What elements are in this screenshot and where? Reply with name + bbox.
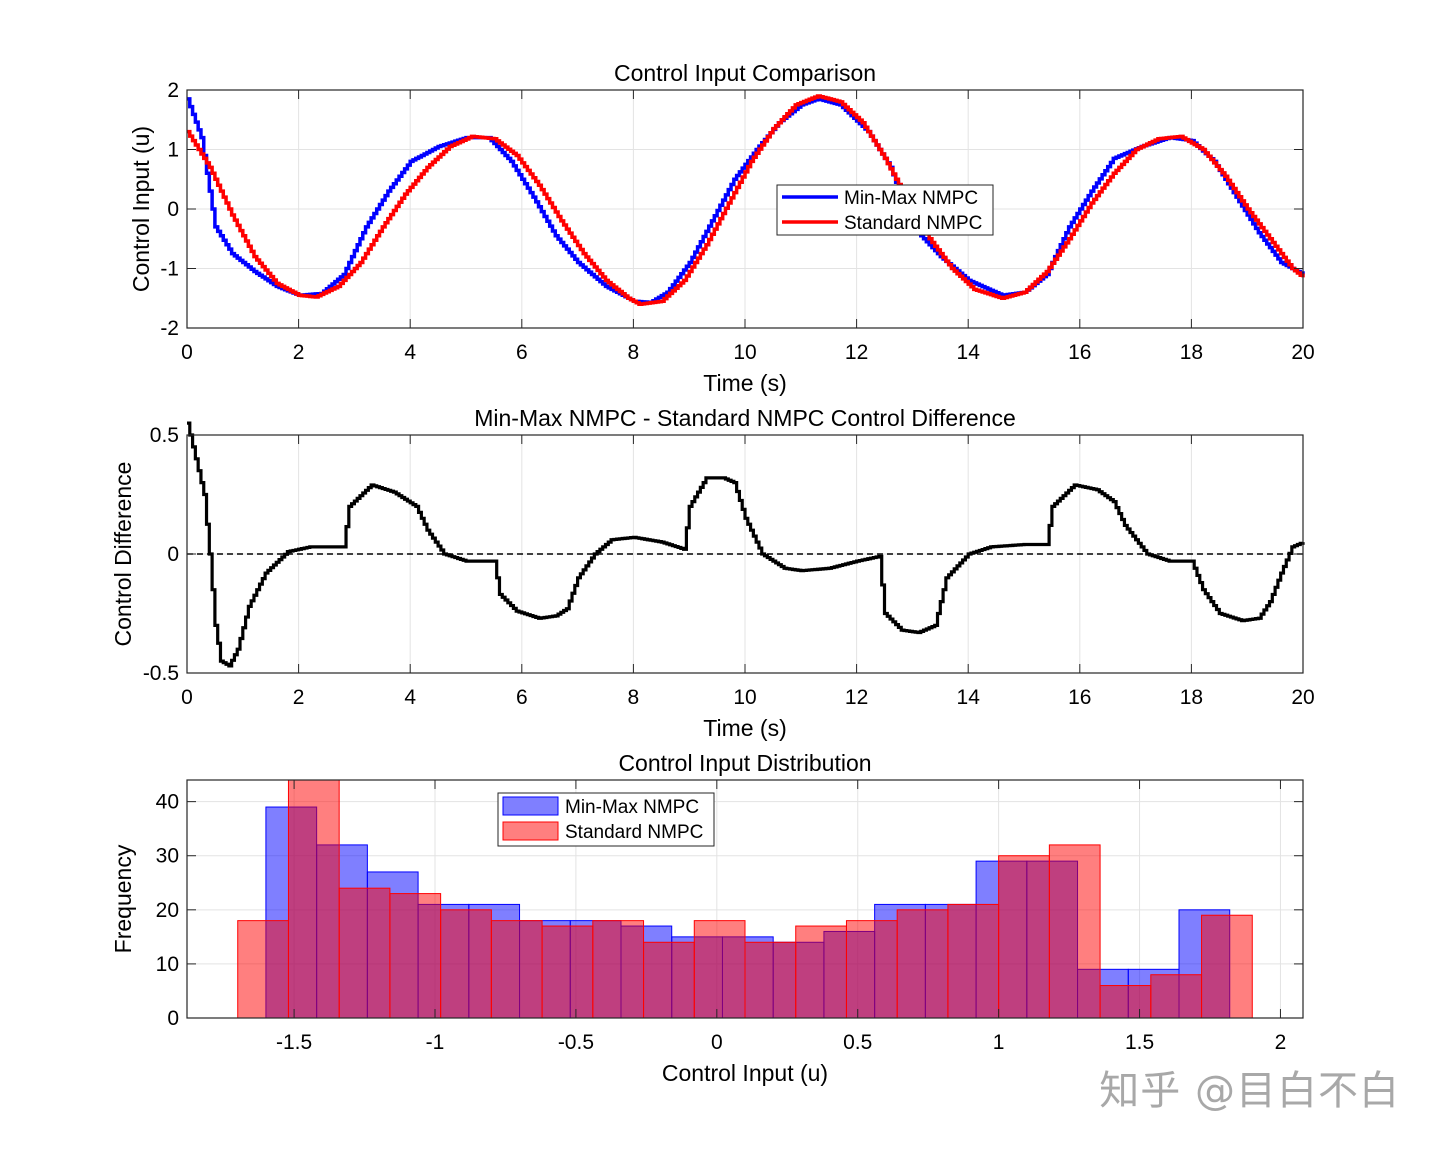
y-axis-label-1: Control Difference <box>110 462 136 647</box>
y-tick-label: 30 <box>156 845 179 868</box>
x-tick-label: 0 <box>181 341 193 364</box>
x-tick-label: -0.5 <box>558 1031 594 1054</box>
series-line-min-max-nmpc <box>187 97 1305 305</box>
y-tick-label: -2 <box>160 317 179 340</box>
x-tick-label: 16 <box>1068 686 1091 709</box>
x-tick-label: 4 <box>404 341 416 364</box>
chart-title-2: Control Input Distribution <box>618 750 871 776</box>
histogram-bar <box>1099 985 1152 1018</box>
y-tick-label: 20 <box>156 899 179 922</box>
histogram-bar <box>592 920 645 1018</box>
histogram-bar <box>1048 844 1101 1018</box>
histogram-bar <box>440 909 492 1018</box>
series-line-difference <box>187 421 1305 668</box>
x-tick-label: 8 <box>628 341 640 364</box>
y-tick-label: 2 <box>167 79 179 102</box>
histogram-bar <box>693 920 746 1018</box>
y-tick-label: 10 <box>156 953 179 976</box>
y-tick-label: 0 <box>167 543 179 566</box>
x-tick-label: 2 <box>1275 1031 1287 1054</box>
x-tick-label: 8 <box>628 686 640 709</box>
histogram-bar <box>541 925 594 1018</box>
y-tick-label: 0.5 <box>150 424 179 447</box>
chart-title-1: Min-Max NMPC - Standard NMPC Control Dif… <box>474 405 1016 431</box>
chart-title-0: Control Input Comparison <box>614 60 876 86</box>
x-tick-label: 14 <box>957 686 981 709</box>
legend-box <box>776 184 994 236</box>
x-tick-label: 2 <box>293 686 305 709</box>
histogram-bar <box>490 920 543 1018</box>
x-axis-label-1: Time (s) <box>703 715 786 741</box>
legend-2: Min-Max NMPC Standard NMPC <box>497 792 715 847</box>
x-tick-label: -1.5 <box>276 1031 312 1054</box>
x-tick-label: 0.5 <box>843 1031 872 1054</box>
y-axis-label-0: Control Input (u) <box>128 126 154 292</box>
legend-label: Min-Max NMPC <box>844 188 978 209</box>
x-tick-label: 12 <box>845 341 868 364</box>
y-tick-label: -1 <box>160 258 179 281</box>
x-tick-label: 10 <box>733 686 756 709</box>
legend-swatch <box>502 821 559 841</box>
histogram-bar <box>998 855 1050 1018</box>
histogram-bar <box>643 941 695 1018</box>
x-axis-label-0: Time (s) <box>703 370 786 396</box>
x-tick-label: 0 <box>181 686 193 709</box>
histogram-bar <box>287 780 340 1018</box>
histogram-bar <box>338 887 391 1018</box>
x-tick-label: 6 <box>516 686 528 709</box>
histogram-bar <box>744 941 797 1018</box>
x-tick-label: 14 <box>957 341 981 364</box>
x-tick-label: 12 <box>845 686 868 709</box>
x-tick-label: 18 <box>1180 686 1203 709</box>
x-tick-label: 20 <box>1291 341 1314 364</box>
histogram-bar <box>947 903 1000 1018</box>
histogram-bar <box>845 920 898 1018</box>
bars-standard-nmpc <box>237 780 1253 1018</box>
legend-label: Min-Max NMPC <box>565 797 699 818</box>
histogram-bar <box>1150 974 1203 1018</box>
legend-0: Min-Max NMPC Standard NMPC <box>776 184 994 236</box>
legend-label: Standard NMPC <box>844 213 982 234</box>
x-tick-label: 1 <box>993 1031 1005 1054</box>
histogram-bar <box>795 925 847 1018</box>
x-tick-label: 4 <box>404 686 416 709</box>
axes-frame-2 <box>186 779 1304 1019</box>
legend-label: Standard NMPC <box>565 822 703 843</box>
x-tick-label: 2 <box>293 341 305 364</box>
histogram-bar <box>1201 914 1253 1018</box>
histogram-bar <box>237 920 289 1018</box>
histogram-bar <box>896 909 949 1018</box>
histogram-bar <box>389 893 442 1018</box>
x-tick-label: 0 <box>711 1031 723 1054</box>
x-tick-label: 1.5 <box>1125 1031 1154 1054</box>
y-tick-label: -0.5 <box>143 662 179 685</box>
x-tick-label: 16 <box>1068 341 1091 364</box>
histogram-bars <box>237 780 1253 1018</box>
series-line-standard-nmpc <box>187 94 1305 306</box>
y-tick-label: 1 <box>167 139 179 162</box>
x-tick-label: -1 <box>426 1031 445 1054</box>
x-tick-label: 18 <box>1180 341 1203 364</box>
y-tick-label: 0 <box>167 1007 179 1030</box>
x-tick-label: 20 <box>1291 686 1314 709</box>
x-tick-label: 10 <box>733 341 756 364</box>
watermark: 知乎 @目白不白 <box>1099 1068 1400 1114</box>
y-axis-label-2: Frequency <box>110 844 136 953</box>
y-tick-label: 40 <box>156 791 179 814</box>
y-tick-label: 0 <box>167 198 179 221</box>
x-axis-label-2: Control Input (u) <box>662 1060 828 1086</box>
x-tick-label: 6 <box>516 341 528 364</box>
legend-swatch <box>502 796 559 816</box>
